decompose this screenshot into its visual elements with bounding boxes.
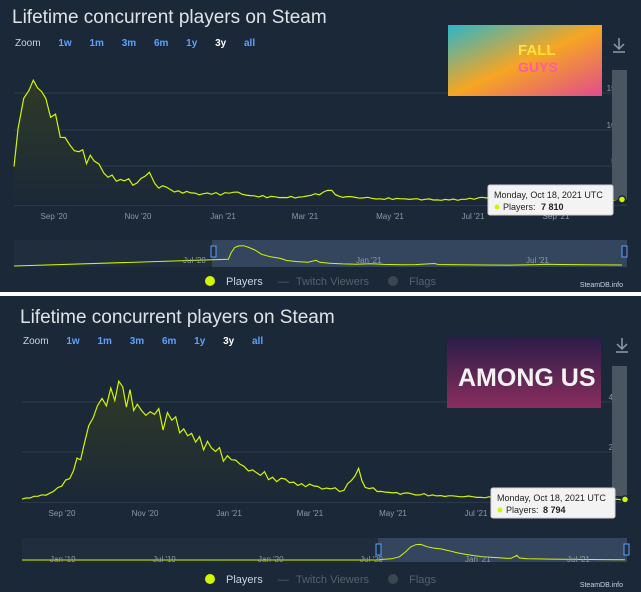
navigator-handle-left[interactable]	[375, 543, 382, 556]
tooltip-date: Monday, Oct 18, 2021 UTC	[494, 190, 603, 200]
navigator-tick: Jan '20	[258, 555, 284, 564]
svg-text:GUYS: GUYS	[518, 59, 558, 75]
chart-title: Lifetime concurrent players on Steam	[12, 7, 327, 28]
navigator-handle-right[interactable]	[621, 245, 628, 258]
x-tick-label: May '21	[379, 509, 407, 518]
zoom-all-button[interactable]: all	[251, 336, 264, 347]
navigator-tick: Jul '20	[360, 555, 383, 564]
zoom-3y-button[interactable]: 3y	[223, 336, 235, 347]
chart-panel-among-us: Lifetime concurrent players on Steam Zoo…	[0, 296, 641, 592]
chart-title: Lifetime concurrent players on Steam	[20, 307, 335, 328]
x-tick-label: Jan '21	[216, 509, 242, 518]
volume-bar	[612, 366, 627, 496]
x-tick-label: Nov '20	[125, 212, 152, 221]
navigator-tick: Jan '21	[356, 256, 382, 265]
navigator-tick: Jul '21	[567, 555, 590, 564]
tooltip-label: Players:	[506, 505, 539, 515]
hover-marker	[620, 495, 630, 504]
zoom-bar: Zoom 1w 1m 3m 6m 1y 3y all	[15, 38, 270, 49]
tooltip: Monday, Oct 18, 2021 UTC Players: 7 810	[487, 184, 614, 216]
x-tick-label: Sep '21	[543, 212, 570, 221]
tooltip-value: 7 810	[541, 202, 564, 212]
zoom-1y-button[interactable]: 1y	[186, 38, 198, 49]
legend: Players — Twitch Viewers Flags	[0, 276, 641, 288]
navigator-handle-right[interactable]	[623, 543, 630, 556]
tooltip-value: 8 794	[543, 505, 566, 515]
x-tick-label: Sep '20	[49, 509, 76, 518]
x-tick-label: Jan '21	[210, 212, 236, 221]
x-tick-label: Nov '20	[132, 509, 159, 518]
chart-panel-fall-guys: Lifetime concurrent players on Steam Zoo…	[0, 0, 641, 292]
credit[interactable]: SteamDB.info	[579, 582, 623, 589]
navigator[interactable]: Jul '20 Jan '21 Jul '21	[13, 240, 628, 267]
svg-text:FALL: FALL	[518, 42, 556, 59]
x-tick-label: Sep '20	[41, 212, 68, 221]
legend-item-twitch-viewers[interactable]: — Twitch Viewers	[277, 574, 369, 586]
navigator-series	[13, 245, 623, 267]
legend-dot-icon	[204, 276, 215, 286]
credit[interactable]: SteamDB.info	[579, 282, 623, 289]
legend: Players — Twitch Viewers Flags	[0, 574, 641, 586]
zoom-3m-button[interactable]: 3m	[121, 38, 137, 49]
legend-item-twitch-viewers[interactable]: — Twitch Viewers	[277, 276, 369, 288]
navigator-handle-left[interactable]	[210, 245, 217, 258]
legend-item-flags[interactable]: Flags	[384, 574, 440, 586]
legend-item-flags[interactable]: Flags	[384, 276, 440, 288]
download-icon[interactable]	[613, 38, 625, 53]
navigator-tick: Jul '20	[183, 256, 206, 265]
x-tick-label: May '21	[376, 212, 404, 221]
legend-dot-icon	[388, 276, 399, 286]
zoom-3y-button[interactable]: 3y	[215, 38, 227, 49]
zoom-3m-button[interactable]: 3m	[129, 336, 145, 347]
x-tick-label: Jul '21	[465, 509, 488, 518]
series-area-fill	[14, 80, 622, 205]
navigator-tick: Jan '21	[465, 555, 491, 564]
legend-dot-icon	[388, 574, 399, 584]
volume-bar	[612, 70, 627, 200]
game-image-fall-guys: FALL GUYS	[448, 25, 602, 96]
hover-marker	[617, 195, 627, 204]
zoom-label: Zoom	[15, 38, 41, 49]
x-tick-label: Jul '21	[462, 212, 485, 221]
game-image-among-us: AMONG US	[447, 337, 601, 408]
legend-dot-icon	[204, 574, 215, 584]
x-tick-label: Mar '21	[292, 212, 319, 221]
zoom-bar: Zoom 1w 1m 3m 6m 1y 3y all	[23, 336, 278, 347]
navigator[interactable]: Jan '19 Jul '19 Jan '20 Jul '20 Jan '21 …	[22, 538, 630, 564]
zoom-label: Zoom	[23, 336, 49, 347]
zoom-6m-button[interactable]: 6m	[153, 38, 169, 49]
zoom-all-button[interactable]: all	[243, 38, 256, 49]
tooltip: Monday, Oct 18, 2021 UTC Players: 8 794	[490, 487, 616, 519]
zoom-1m-button[interactable]: 1m	[97, 336, 112, 347]
navigator-tick: Jan '19	[50, 555, 76, 564]
navigator-tick: Jul '19	[153, 555, 176, 564]
zoom-1m-button[interactable]: 1m	[89, 38, 104, 49]
navigator-tick: Jul '21	[526, 256, 549, 265]
zoom-1y-button[interactable]: 1y	[194, 336, 206, 347]
chart-svg: Sep '20 Nov '20 Jan '21 Mar '21 May '21 Jul '…	[21, 337, 630, 564]
tooltip-date: Monday, Oct 18, 2021 UTC	[497, 493, 606, 503]
download-icon[interactable]	[616, 338, 628, 353]
legend-item-players[interactable]: Players	[201, 276, 267, 288]
x-tick-label: Mar '21	[297, 509, 324, 518]
zoom-1w-button[interactable]: 1w	[58, 38, 72, 49]
legend-item-players[interactable]: Players	[201, 574, 267, 586]
tooltip-label: Players:	[503, 202, 536, 212]
series-area-fill	[22, 381, 625, 502]
svg-text:AMONG US: AMONG US	[458, 364, 596, 392]
zoom-6m-button[interactable]: 6m	[161, 336, 177, 347]
navigator-series	[22, 543, 626, 561]
chart-svg: Sep '20 Nov '20 Jan '21 Mar '21 May '21 Jul '…	[13, 25, 628, 267]
zoom-1w-button[interactable]: 1w	[66, 336, 80, 347]
